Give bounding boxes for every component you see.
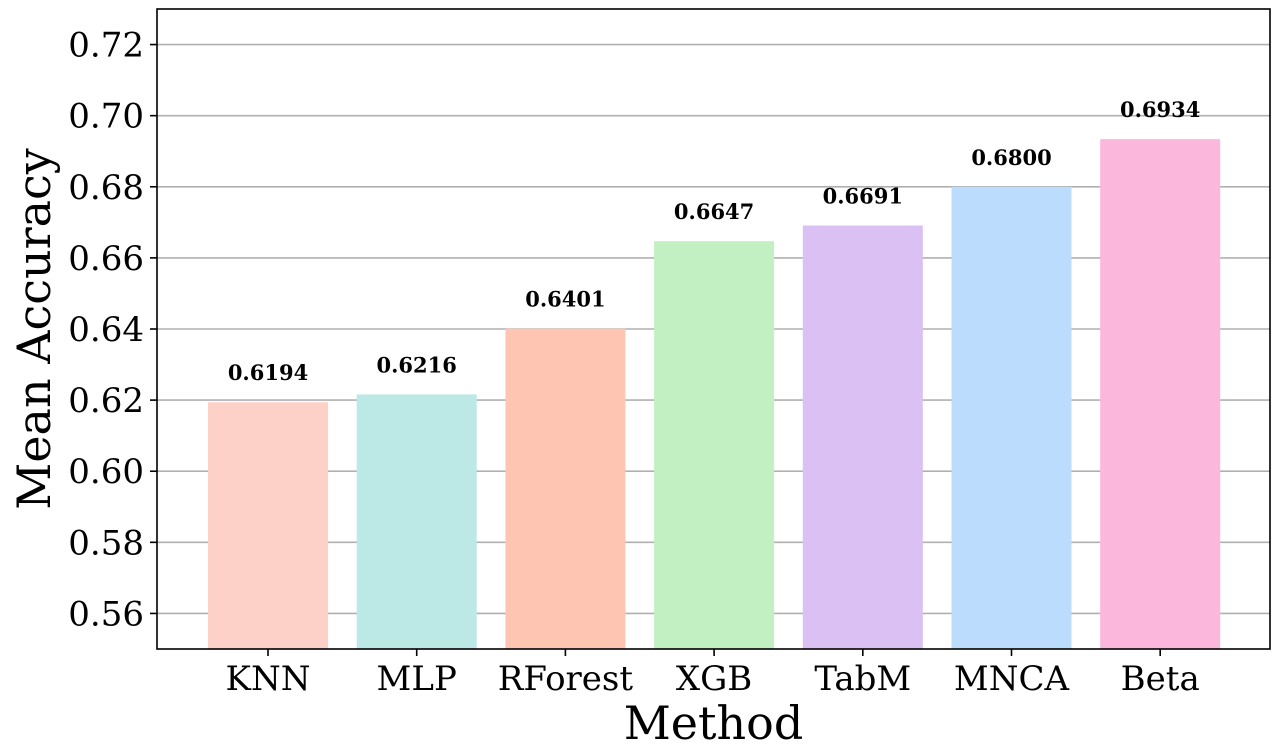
bars: [208, 139, 1221, 650]
data-label-tabm: 0.6691: [823, 184, 903, 209]
y-tick-label: 0.70: [68, 97, 144, 137]
data-label-mlp: 0.6216: [377, 352, 457, 377]
x-tick-label-knn: KNN: [226, 659, 311, 699]
data-label-xgb: 0.6647: [674, 199, 754, 224]
x-tick-label-beta: Beta: [1121, 659, 1200, 699]
bar-tabm: [802, 225, 923, 650]
y-tick-label: 0.72: [68, 26, 144, 66]
y-tick-labels: 0.56 0.58 0.60 0.62 0.64 0.66 0.68 0.70 0.72: [68, 26, 157, 634]
y-tick-label: 0.58: [68, 523, 144, 563]
bar-xgb: [654, 241, 775, 649]
bar-mlp: [356, 394, 477, 649]
y-tick-label: 0.62: [68, 381, 144, 421]
y-tick-label: 0.64: [68, 310, 144, 350]
bar-rforest: [505, 328, 626, 649]
x-tick-labels: KNN MLP RForest XGB TabM MNCA Beta: [226, 649, 1200, 699]
y-tick-label: 0.60: [68, 452, 144, 492]
data-label-beta: 0.6934: [1120, 97, 1200, 122]
data-label-knn: 0.6194: [228, 360, 308, 385]
x-axis-title: Method: [624, 696, 804, 747]
data-label-rforest: 0.6401: [525, 287, 605, 312]
data-label-mnca: 0.6800: [971, 145, 1051, 170]
x-tick-label-tabm: TabM: [814, 659, 911, 699]
x-tick-label-mlp: MLP: [377, 659, 457, 699]
y-axis-title: Mean Accuracy: [7, 148, 61, 510]
x-tick-label-xgb: XGB: [676, 659, 752, 699]
x-tick-label-mnca: MNCA: [954, 659, 1070, 699]
bar-mnca: [951, 186, 1072, 649]
x-tick-label-rforest: RForest: [498, 659, 634, 699]
bar-knn: [208, 402, 328, 649]
y-tick-label: 0.68: [68, 168, 144, 208]
y-tick-label: 0.66: [68, 239, 144, 279]
y-tick-label: 0.56: [68, 594, 144, 634]
bar-beta: [1100, 139, 1221, 649]
data-labels: 0.6194 0.6216 0.6401 0.6647 0.6691 0.6800 0.69…: [228, 97, 1201, 385]
